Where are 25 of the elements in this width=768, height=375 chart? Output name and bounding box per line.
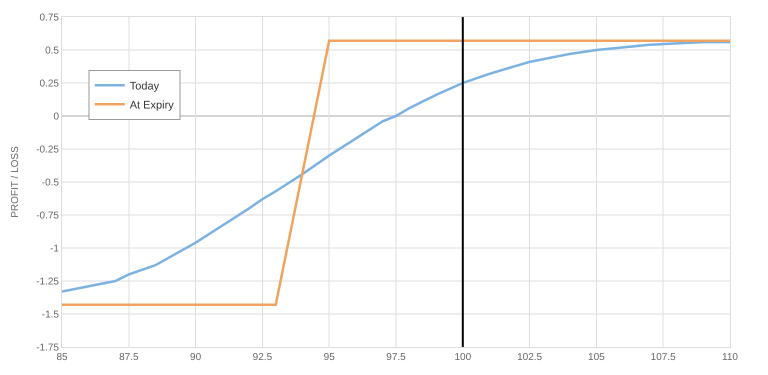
y-tick-label: -1.25 (36, 276, 60, 288)
x-tick-label: 97.5 (386, 352, 406, 363)
x-tick-label: 110 (722, 352, 738, 363)
x-tick-label: 107.5 (650, 352, 676, 363)
x-tick-label: 87.5 (119, 352, 139, 363)
y-tick-label: 0 (53, 112, 60, 122)
legend-label: Today (130, 80, 160, 93)
y-tick-label: 0.5 (45, 46, 60, 56)
y-tick-label: -1.75 (36, 342, 60, 354)
y-tick-label: -0.5 (42, 178, 60, 188)
x-tick-label: 102.5 (517, 352, 543, 363)
x-tick-label: 95 (324, 352, 336, 363)
y-tick-label: 0.75 (40, 12, 60, 24)
y-tick-label: -1 (50, 244, 60, 254)
x-tick-label: 100 (454, 352, 472, 363)
y-tick-label: -0.75 (36, 210, 60, 222)
x-tick-label: 90 (190, 352, 202, 363)
y-axis-title: PROFIT / LOSS (10, 146, 22, 218)
y-tick-label: -0.25 (36, 144, 60, 156)
x-tick-label: 92.5 (252, 352, 273, 363)
x-tick-label: 85 (56, 352, 68, 363)
y-tick-label: 0.25 (40, 78, 60, 90)
y-tick-label: -1.5 (42, 310, 60, 320)
x-tick-label: 105 (588, 352, 606, 363)
legend-label: At Expiry (130, 100, 174, 112)
